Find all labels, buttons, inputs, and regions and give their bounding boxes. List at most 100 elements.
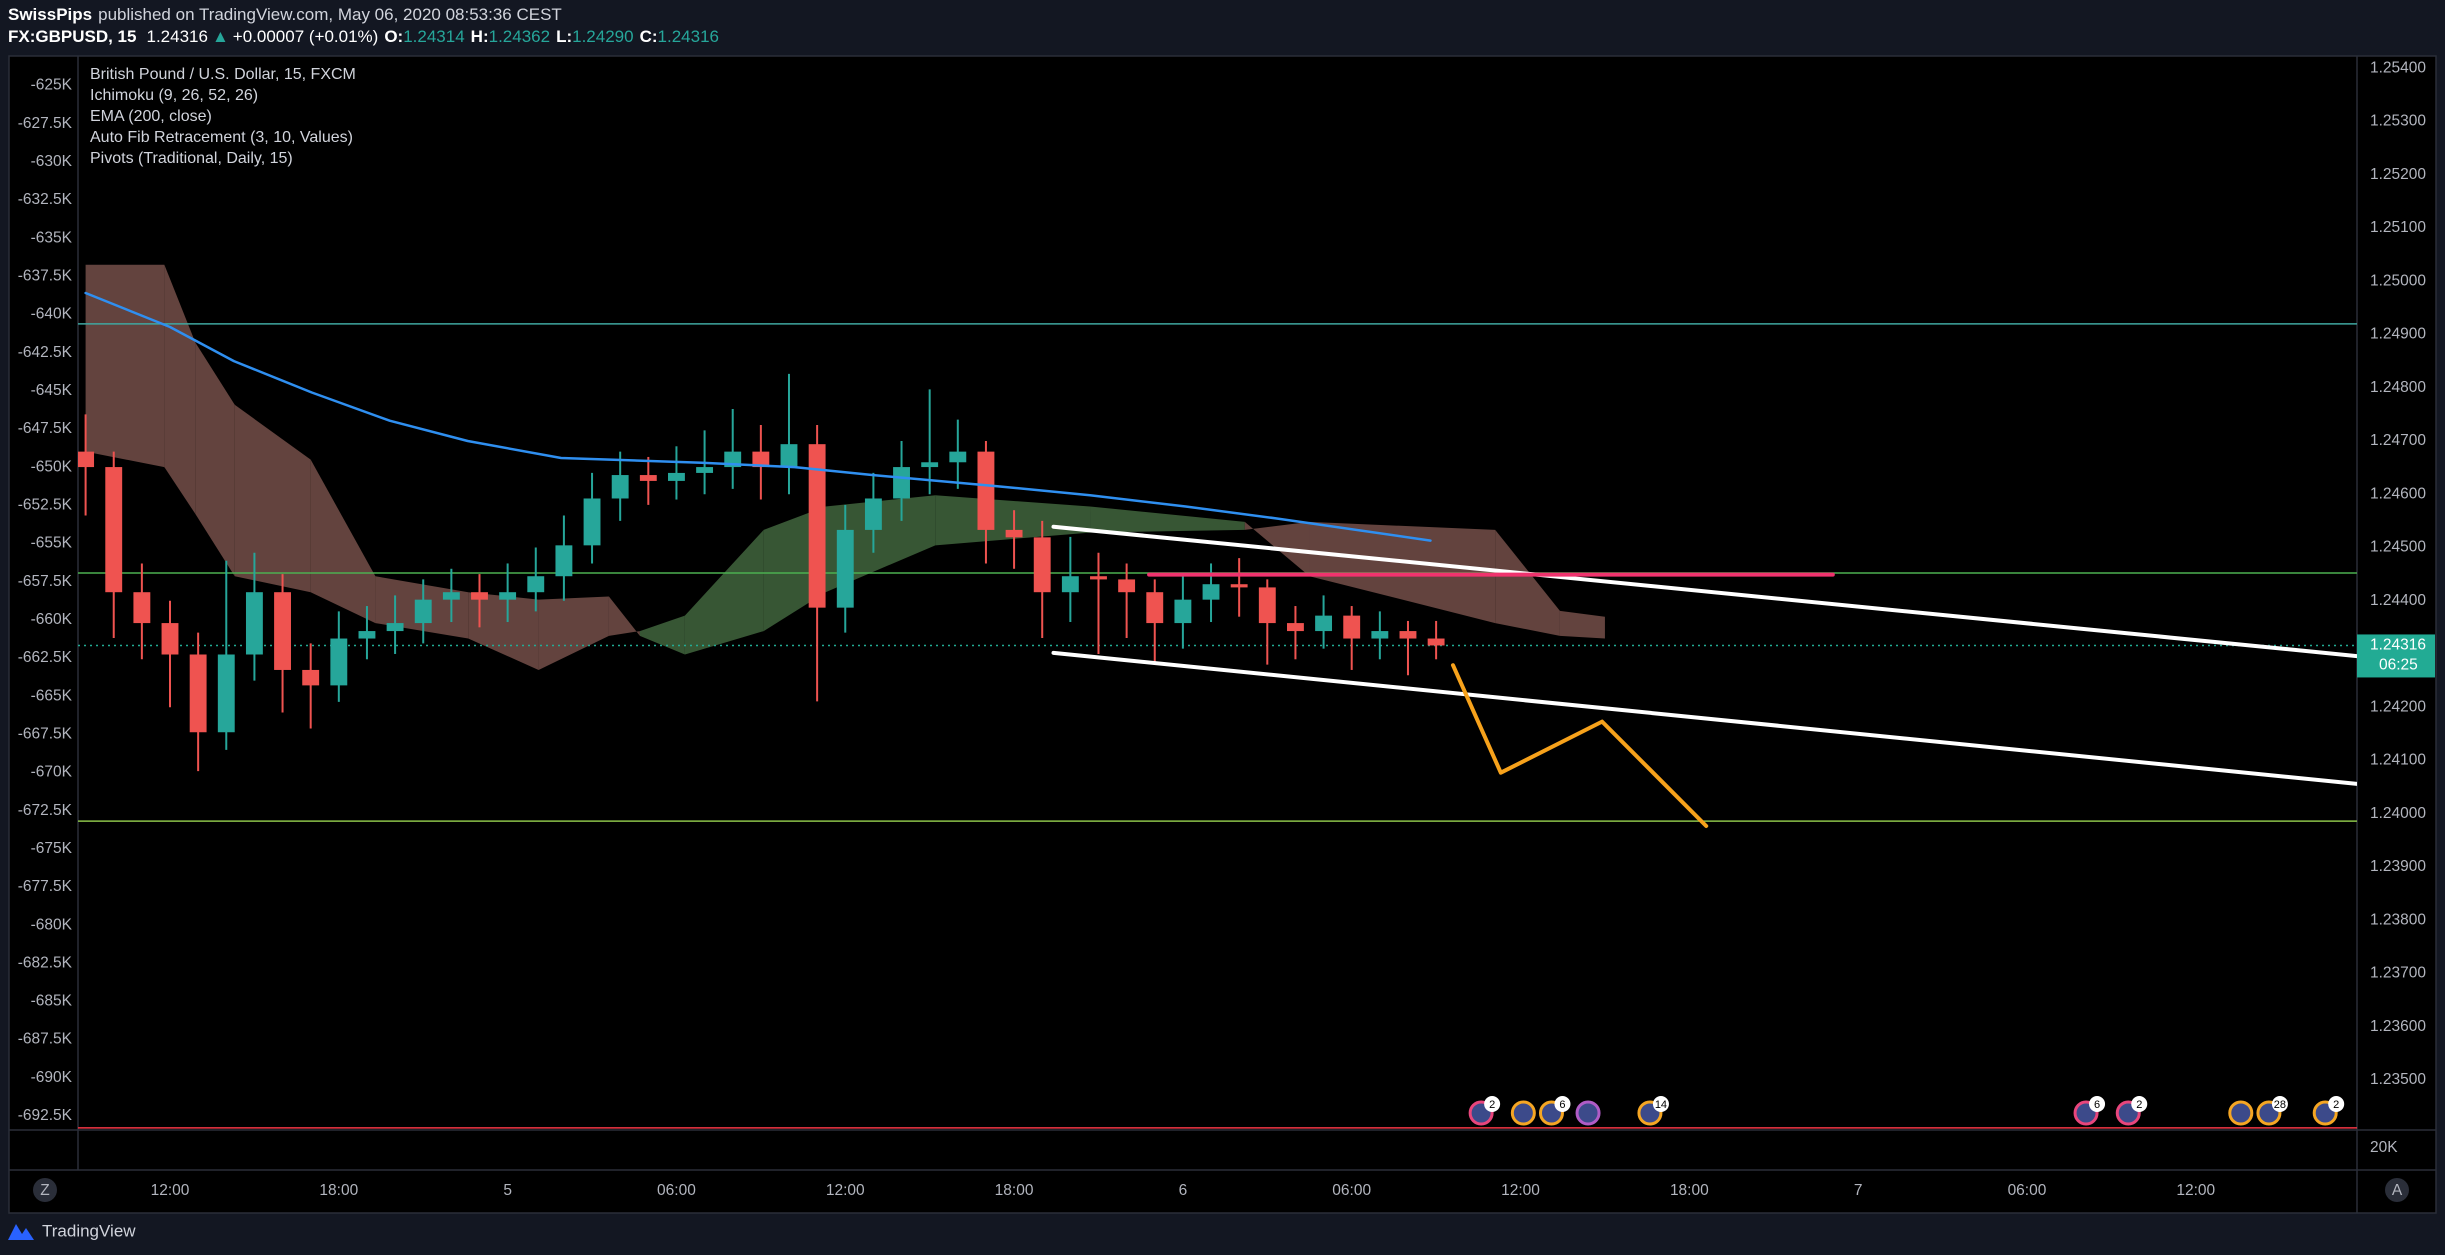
drawing-line bbox=[1051, 650, 2357, 786]
candle-body bbox=[1174, 599, 1192, 624]
ohlc-label: H: bbox=[471, 27, 489, 46]
candle-body bbox=[414, 599, 432, 624]
x-tick-label: 12:00 bbox=[2176, 1182, 2215, 1199]
y-tick-label: 1.24400 bbox=[2370, 592, 2426, 609]
y-tick-label: 1.24600 bbox=[2370, 485, 2426, 502]
ichimoku-cloud bbox=[935, 495, 1091, 546]
y2-tick-label: -677.5K bbox=[18, 878, 73, 895]
y2-tick-label: -675K bbox=[31, 840, 73, 857]
y2-tick-label: -682.5K bbox=[18, 954, 73, 971]
x-tick-label: 18:00 bbox=[1670, 1182, 1709, 1199]
brand: TradingView bbox=[42, 1221, 136, 1240]
arrow: ▲ bbox=[212, 27, 229, 46]
y2-tick-label: -637.5K bbox=[18, 268, 73, 285]
ohlc-value: 1.24362 bbox=[489, 27, 550, 46]
last-price-box bbox=[2357, 634, 2435, 678]
candle-body bbox=[808, 444, 826, 608]
y-tick-label: 1.23500 bbox=[2370, 1071, 2426, 1088]
ichimoku-cloud bbox=[310, 459, 376, 624]
y2-tick-label: -662.5K bbox=[18, 649, 73, 666]
y-tick-label: 1.24900 bbox=[2370, 326, 2426, 343]
candle-body bbox=[921, 462, 939, 468]
x-tick-label: 7 bbox=[1854, 1182, 1863, 1199]
ohlc-label: O: bbox=[384, 27, 403, 46]
ema-line bbox=[84, 291, 1432, 542]
y2-tick-label: -642.5K bbox=[18, 344, 73, 361]
candle-body bbox=[555, 545, 573, 577]
scale-button-label[interactable]: Z bbox=[40, 1182, 49, 1199]
ichimoku-cloud bbox=[1495, 529, 1560, 636]
event-badge-label: 2 bbox=[2333, 1099, 2339, 1111]
x-tick-label: 18:00 bbox=[319, 1182, 358, 1199]
event-badge-label: 2 bbox=[1489, 1099, 1495, 1111]
ohlc-label: L: bbox=[556, 27, 572, 46]
candle-body bbox=[1286, 623, 1304, 632]
event-icon bbox=[1510, 1100, 1536, 1126]
candle-body bbox=[1005, 529, 1023, 538]
candle-body bbox=[1090, 576, 1107, 580]
y-tick-label: 1.24700 bbox=[2370, 432, 2426, 449]
last-price-label: 1.24316 bbox=[2370, 637, 2426, 654]
y2-tick-label: -672.5K bbox=[18, 802, 73, 819]
candle-body bbox=[217, 654, 235, 733]
scale-button[interactable] bbox=[33, 1178, 57, 1202]
header-line-2: FX:GBPUSD, 15 1.24316 ▲ +0.00007 (+0.01%) O:… bbox=[8, 27, 719, 46]
ichimoku-cloud bbox=[468, 592, 539, 670]
candle-body bbox=[1230, 584, 1248, 588]
ohlc-value: 1.24314 bbox=[403, 27, 464, 46]
brand-logo bbox=[8, 1224, 34, 1240]
candle-body bbox=[302, 669, 320, 686]
candle-body bbox=[893, 467, 910, 499]
ichimoku-cloud bbox=[85, 264, 165, 468]
chart-title: British Pound / U.S. Dollar, 15, FXCM bbox=[90, 66, 356, 83]
y-tick-label: 1.23900 bbox=[2370, 858, 2426, 875]
candle-body bbox=[133, 592, 151, 624]
x-tick-label: 06:00 bbox=[1332, 1182, 1371, 1199]
candle-body bbox=[386, 623, 404, 632]
x-tick-label: 06:00 bbox=[657, 1182, 696, 1199]
scale-button[interactable] bbox=[2385, 1178, 2409, 1202]
candle-body bbox=[1343, 615, 1361, 639]
y2-tick-label: -657.5K bbox=[18, 573, 73, 590]
indicator-label: Ichimoku (9, 26, 52, 26) bbox=[90, 87, 258, 104]
candle-body bbox=[274, 592, 291, 670]
y2-tick-label: -660K bbox=[31, 611, 73, 628]
y2-tick-label: -687.5K bbox=[18, 1031, 73, 1048]
candle-body bbox=[752, 451, 770, 468]
candle-body bbox=[696, 467, 714, 473]
candle-body bbox=[611, 475, 629, 499]
event-badge-label: 6 bbox=[2094, 1099, 2100, 1111]
candle-body bbox=[245, 592, 263, 655]
ichimoku-cloud bbox=[195, 342, 235, 577]
candle-body bbox=[668, 472, 685, 481]
y-tick-label: 1.24200 bbox=[2370, 698, 2426, 715]
y-tick-label: 1.25400 bbox=[2370, 59, 2426, 76]
indicator-label: Auto Fib Retracement (3, 10, Values) bbox=[90, 129, 353, 146]
event-badge-label: 2 bbox=[2136, 1099, 2142, 1111]
y-tick-label: 1.25100 bbox=[2370, 219, 2426, 236]
y2-tick-label: -667.5K bbox=[18, 725, 73, 742]
indicator-label: Pivots (Traditional, Daily, 15) bbox=[90, 150, 293, 167]
candle-body bbox=[1371, 631, 1389, 639]
y2-tick-label: -632.5K bbox=[18, 191, 73, 208]
candle-body bbox=[105, 467, 123, 593]
event-badge bbox=[2089, 1096, 2106, 1112]
y2-tick-label: -692.5K bbox=[18, 1107, 73, 1124]
ichimoku-cloud bbox=[608, 596, 640, 636]
volume-scale-label: 20K bbox=[2370, 1139, 2398, 1156]
header-line-1: SwissPips published on TradingView.com, M… bbox=[8, 5, 562, 24]
y2-tick-label: -645K bbox=[31, 382, 73, 399]
y-tick-label: 1.23800 bbox=[2370, 911, 2426, 928]
scale-button-label[interactable]: A bbox=[2392, 1182, 2403, 1199]
x-tick-label: 6 bbox=[1179, 1182, 1188, 1199]
event-badge bbox=[2131, 1096, 2148, 1112]
y2-tick-label: -680K bbox=[31, 916, 73, 933]
event-badge bbox=[2328, 1096, 2345, 1112]
y2-tick-label: -670K bbox=[31, 764, 73, 781]
x-tick-label: 12:00 bbox=[1501, 1182, 1540, 1199]
y-tick-label: 1.23600 bbox=[2370, 1018, 2426, 1035]
candle-body bbox=[1258, 587, 1276, 624]
candle-body bbox=[1118, 579, 1136, 593]
x-tick-label: 18:00 bbox=[995, 1182, 1034, 1199]
